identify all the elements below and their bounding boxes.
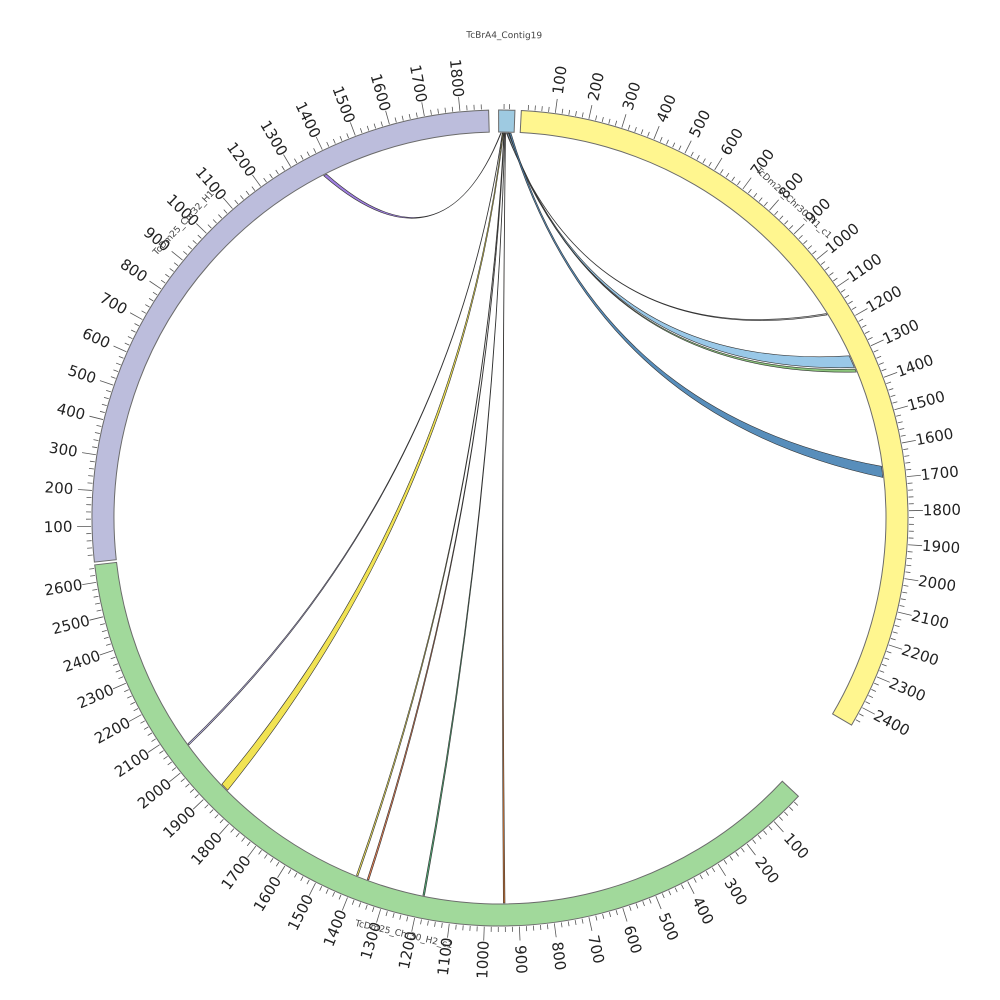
tick-label: 2400 [870, 706, 912, 740]
tick-label: 2300 [75, 681, 117, 713]
link-3 [508, 132, 857, 373]
tick-label: 1100 [434, 937, 457, 977]
tick-label: 1200 [863, 282, 905, 317]
ideogram-layer [91, 109, 909, 927]
tick-label: 1700 [406, 63, 431, 104]
tick-label: 200 [44, 478, 74, 498]
tick-label: 1300 [880, 316, 922, 348]
tick-label: 1900 [921, 537, 960, 557]
tick-label: 700 [584, 933, 608, 965]
link-10 [502, 132, 506, 904]
ideogram-chr32 [91, 109, 490, 563]
tick-label: 1500 [328, 84, 358, 126]
tick-label: 2200 [899, 641, 941, 670]
ideogram-h2c1 [94, 561, 800, 927]
link-layer [187, 132, 884, 904]
tick-label: 1200 [223, 139, 260, 180]
link-0 [323, 132, 502, 219]
tick-label: 2600 [43, 576, 84, 600]
tick-label: 1600 [250, 873, 285, 915]
tick-label: 500 [685, 107, 714, 141]
tick-label: 900 [511, 945, 530, 974]
tick-label: 1300 [256, 117, 291, 159]
link-2 [506, 132, 855, 368]
tick-label: 400 [55, 399, 87, 423]
tick-label: 1100 [844, 250, 886, 286]
tick-label: 800 [117, 255, 151, 286]
tick-label: 2200 [91, 713, 133, 747]
tick-label: 2000 [134, 775, 175, 813]
tick-label: 2100 [909, 607, 950, 633]
tick-label: 300 [48, 439, 79, 461]
tick-label: 2500 [50, 611, 91, 638]
tick-layer [77, 97, 923, 941]
link-1 [505, 132, 828, 321]
tick-label: 800 [548, 941, 570, 972]
tick-label: 1800 [923, 501, 962, 520]
tick-label: 200 [584, 71, 608, 103]
tick-label: 1700 [920, 462, 960, 484]
tick-label: 2100 [111, 745, 153, 781]
ticks-h2c1 [82, 568, 799, 941]
ticks-chr32 [77, 97, 482, 556]
ideogram-contig19 [498, 109, 516, 133]
tick-label: 100 [44, 518, 73, 537]
tick-label: 2400 [61, 646, 103, 675]
tick-label: 400 [653, 92, 680, 125]
tick-label: 500 [655, 910, 683, 943]
tick-label: 1000 [473, 940, 492, 979]
link-6 [221, 132, 504, 791]
ticks-h1c1 [527, 98, 923, 723]
link-5 [187, 132, 503, 746]
tick-label: 1400 [894, 351, 936, 381]
link-9 [422, 132, 506, 896]
tick-label: 700 [97, 289, 131, 319]
tick-label: 200 [751, 853, 783, 887]
tick-label: 1500 [905, 387, 947, 414]
tick-label: 400 [688, 894, 717, 928]
tick-label: 2000 [917, 572, 957, 595]
tick-label: 1400 [292, 99, 325, 141]
ticks-contig19 [503, 104, 511, 110]
tick-label: 1400 [320, 907, 351, 949]
tick-label: 600 [620, 923, 646, 956]
tick-label: 1500 [284, 891, 317, 933]
tick-label: 1800 [446, 58, 468, 98]
link-7 [356, 132, 505, 877]
tick-label: 500 [66, 361, 99, 387]
tick-label: 2300 [886, 674, 928, 705]
tick-label: 1600 [914, 425, 955, 450]
tick-label: 600 [717, 125, 747, 159]
tick-label: 100 [549, 65, 571, 96]
ideogram-h1c1 [519, 110, 909, 726]
tick-label: 1700 [218, 852, 255, 893]
tick-label: 1600 [367, 72, 395, 114]
tick-label: 300 [619, 80, 645, 113]
tick-label: 600 [79, 324, 112, 352]
chromosome-label-contig19: TcBrA4_Contig19 [465, 31, 542, 42]
link-8 [366, 132, 505, 881]
tick-label: 1800 [187, 828, 226, 869]
tick-label: 100 [780, 829, 813, 862]
link-4 [509, 132, 884, 478]
tick-label: 300 [721, 875, 752, 909]
